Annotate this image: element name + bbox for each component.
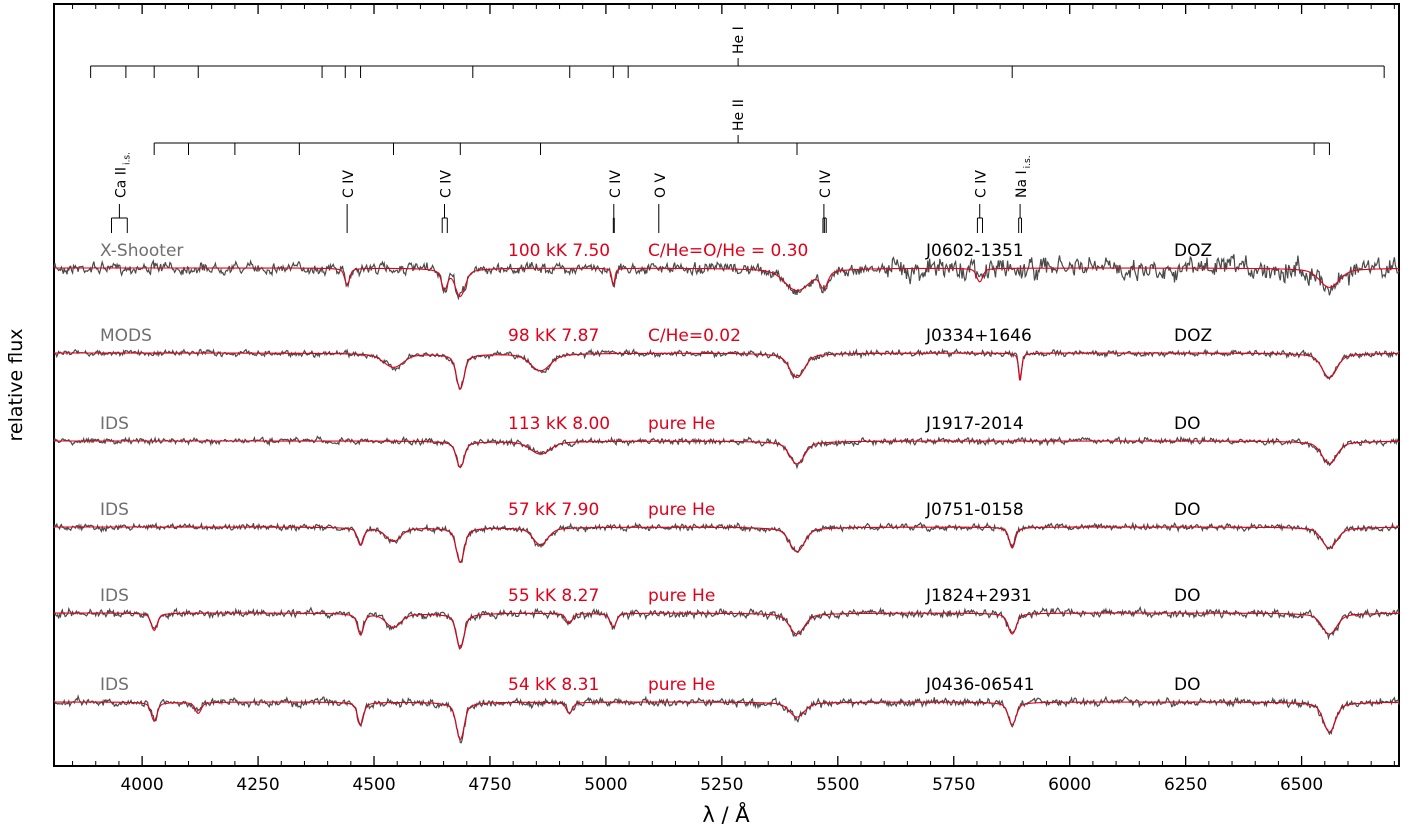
model-params-label: 54 kK 8.31 [508,675,599,695]
species-marker: C IV [974,170,990,233]
species-marker: C IV [341,170,357,233]
species-label: C IV [818,170,834,198]
spectra-group: X-Shooter 100 kK 7.50 C/He=O/He = 0.30 J060… [53,241,1400,744]
species-subscript: i.s. [122,152,132,165]
y-axis-label: relative flux [5,329,27,442]
instrument-label: IDS [100,500,129,520]
x-tick-label: 5500 [816,775,859,795]
species-marker: C IV [818,170,834,233]
x-tick-label: 5250 [700,775,743,795]
x-tick-label: 4500 [352,775,395,795]
species-subscript: i.s. [1023,155,1033,168]
x-tick-label: 6000 [1048,775,1091,795]
star-name-label: J0334+1646 [925,326,1032,346]
observed-spectrum-line [53,693,1400,744]
species-label: C IV [439,170,455,198]
species-name: Ca II [113,167,129,198]
line-identifications: He I He II Ca II i.s. C IV C IV C IV O V C IV C I… [90,26,1385,233]
spectral-class-label: DO [1174,500,1200,520]
abundance-label: C/He=O/He = 0.30 [648,241,808,261]
x-tick-label: 6500 [1280,775,1323,795]
model-spectrum-line [54,526,1399,564]
species-name: C IV [439,170,455,198]
species-name: C IV [608,170,624,198]
star-name-label: J0751-0158 [925,500,1024,520]
model-spectrum-line [54,267,1400,298]
x-axis-label: λ / Å [702,801,750,827]
instrument-label: IDS [100,586,129,606]
species-label: C IV [341,170,357,198]
spectral-class-label: DO [1174,414,1200,434]
species-label: C IV [608,170,624,198]
star-name-label: J1824+2931 [925,586,1032,606]
spectral-class-label: DOZ [1174,241,1212,261]
model-params-label: 57 kK 7.90 [508,500,599,520]
species-label: Na I i.s. [1014,155,1033,198]
spectrum-2: MODS 98 kK 7.87 C/He=0.02 J0334+1646 DOZ [53,326,1400,390]
species-name: Na I [1014,170,1030,198]
he2-label: He II [731,99,747,131]
abundance-label: C/He=0.02 [648,326,741,346]
species-marker: C IV [439,170,455,233]
observed-spectrum-line [53,347,1400,390]
species-marker: Ca II i.s. [111,152,132,233]
spectral-class-label: DOZ [1174,326,1212,346]
spectrum-5: IDS 55 kK 8.27 pure He J1824+2931 DO [53,586,1400,651]
spectrum-1: X-Shooter 100 kK 7.50 C/He=O/He = 0.30 J060… [53,241,1400,301]
he1-label: He I [731,26,747,54]
species-label: C IV [974,170,990,198]
abundance-label: pure He [648,586,715,606]
abundance-label: pure He [648,500,715,520]
species-label: O V [653,173,669,198]
model-spectrum-line [54,352,1399,390]
instrument-label: IDS [100,414,129,434]
x-tick-label: 5750 [932,775,975,795]
star-name-label: J0602-1351 [925,241,1024,261]
species-name: C IV [818,170,834,198]
instrument-label: MODS [100,326,152,346]
model-params-label: 100 kK 7.50 [508,241,610,261]
spectrum-6: IDS 54 kK 8.31 pure He J0436-06541 DO [53,675,1400,744]
spectral-class-label: DO [1174,586,1200,606]
model-spectrum-line [54,701,1399,741]
model-params-label: 113 kK 8.00 [508,414,610,434]
species-name: C IV [341,170,357,198]
species-marker: O V [653,173,669,233]
spectrum-3: IDS 113 kK 8.00 pure He J1917-2014 DO [53,414,1400,470]
species-marker: Na I i.s. [1014,155,1033,233]
observed-spectrum-line [53,605,1400,651]
model-params-label: 55 kK 8.27 [508,586,599,606]
x-axis: 4000 4250 4500 4750 5000 5250 5500 5750 6000 6250… [72,4,1395,795]
star-name-label: J0436-06541 [925,675,1035,695]
x-tick-label: 4250 [236,775,279,795]
abundance-label: pure He [648,414,715,434]
abundance-label: pure He [648,675,715,695]
instrument-label: X-Shooter [100,241,183,261]
observed-spectrum-line [53,521,1400,563]
x-tick-label: 4000 [120,775,163,795]
species-name: O V [653,173,669,198]
star-name-label: J1917-2014 [925,414,1024,434]
model-spectrum-line [54,612,1399,650]
plot-frame [53,3,1400,767]
species-label: Ca II i.s. [113,152,132,198]
x-tick-label: 5000 [584,775,627,795]
species-name: C IV [974,170,990,198]
x-tick-label: 4750 [468,775,511,795]
x-tick-label: 6250 [1164,775,1207,795]
species-marker: C IV [608,170,624,233]
instrument-label: IDS [100,675,129,695]
model-spectrum-line [54,440,1399,468]
model-params-label: 98 kK 7.87 [508,326,599,346]
spectrum-4: IDS 57 kK 7.90 pure He J0751-0158 DO [53,500,1400,564]
spectral-class-label: DO [1174,675,1200,695]
